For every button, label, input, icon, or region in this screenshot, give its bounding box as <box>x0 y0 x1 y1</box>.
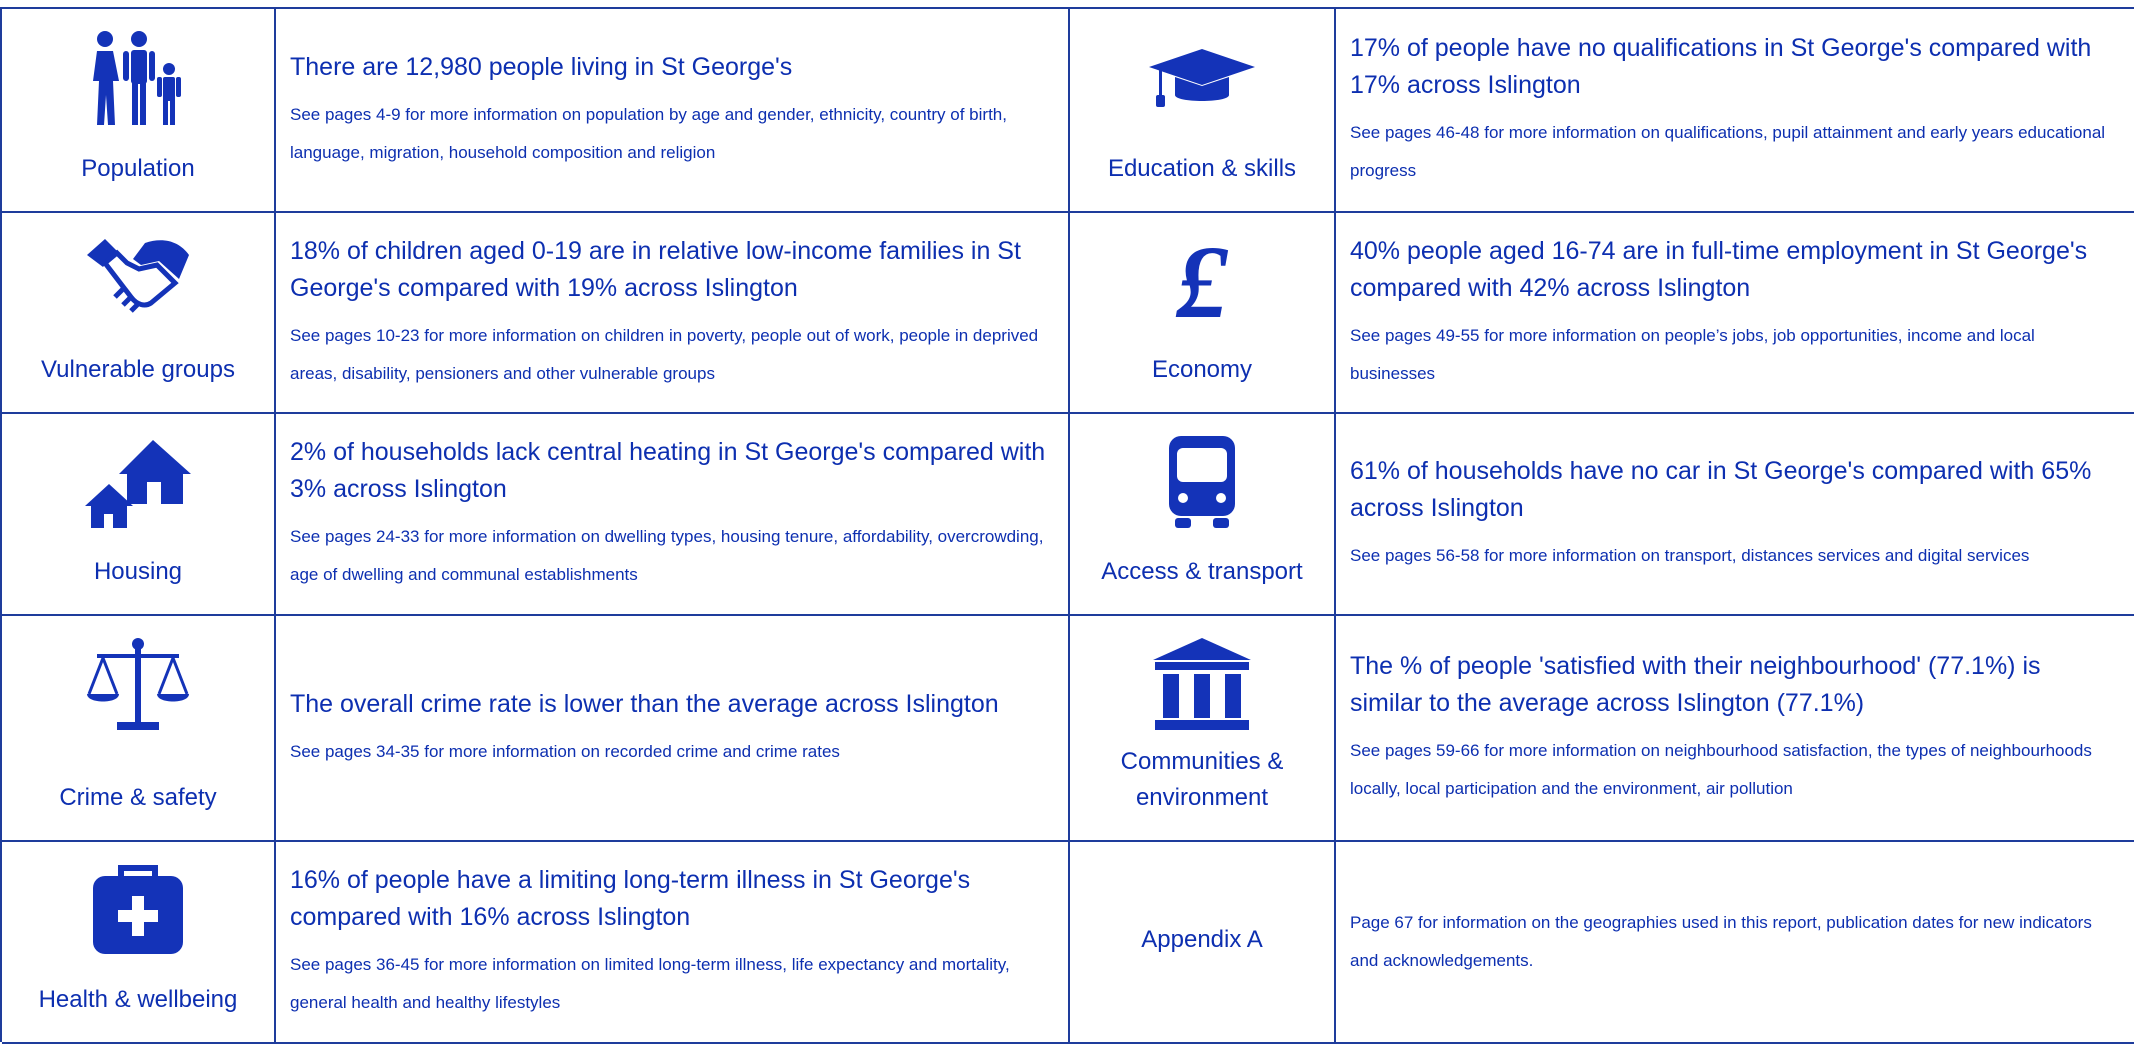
headline: There are 12,980 people living in St Geo… <box>290 52 793 81</box>
detail: See pages 46-48 for more information on … <box>1350 123 2106 180</box>
topic-cell: Appendix A <box>1070 842 1336 1044</box>
headline: 18% of children aged 0-19 are in relativ… <box>290 236 1021 302</box>
pound-icon: £ <box>1175 233 1229 329</box>
detail: See pages 56-58 for more information on … <box>1350 546 2030 565</box>
topic-label: Crime & safety <box>59 784 217 811</box>
topic-cell: Crime & safety <box>2 616 276 842</box>
topic-cell: Access & transport <box>1070 414 1336 616</box>
education-icon <box>1149 49 1255 107</box>
topic-cell: Health & wellbeing <box>2 842 276 1044</box>
topic-text: 18% of children aged 0-19 are in relativ… <box>276 213 1070 414</box>
detail: See pages 10-23 for more information on … <box>290 325 1039 383</box>
population-icon <box>93 31 181 125</box>
svg-text:£: £ <box>1175 233 1229 329</box>
topic-cell: Population <box>2 9 276 213</box>
detail: See pages 59-66 for more information on … <box>1350 741 2092 798</box>
topic-text: 40% people aged 16-74 are in full-time e… <box>1336 213 2134 414</box>
detail: See pages 34-35 for more information on … <box>290 741 840 761</box>
topic-text: The overall crime rate is lower than the… <box>276 616 1070 842</box>
topic-text: 61% of households have no car in St Geor… <box>1336 414 2134 616</box>
detail: See pages 24-33 for more information on … <box>290 527 1044 584</box>
topic-label: Economy <box>1151 356 1253 383</box>
headline: 40% people aged 16-74 are in full-time e… <box>1350 236 2088 302</box>
topic-cell: Housing <box>2 414 276 616</box>
topic-text: 2% of households lack central heating in… <box>276 414 1070 616</box>
handshake-icon <box>87 239 189 313</box>
detail: See pages 36-45 for more information on … <box>290 955 1010 1012</box>
headline: 2% of households lack central heating in… <box>290 438 1046 503</box>
topic-label: Access & transport <box>1101 558 1303 585</box>
headline: 16% of people have a limiting long-term … <box>290 866 971 931</box>
topic-text: 16% of people have a limiting long-term … <box>276 842 1070 1044</box>
first-aid-icon <box>93 865 183 954</box>
building-icon <box>1153 638 1251 730</box>
topic-text: There are 12,980 people living in St Geo… <box>276 9 1070 213</box>
topic-label: Health & wellbeing <box>38 986 238 1013</box>
headline: The % of people 'satisfied with their ne… <box>1350 652 2041 717</box>
topic-text: 17% of people have no qualifications in … <box>1336 9 2134 213</box>
headline: 61% of households have no car in St Geor… <box>1350 457 2092 522</box>
scales-icon <box>87 638 189 730</box>
bus-icon <box>1169 436 1235 528</box>
topic-label: Appendix A <box>1141 926 1263 953</box>
topic-cell: Vulnerable groups <box>2 213 276 414</box>
topic-label: Education & skills <box>1107 155 1297 182</box>
summary-grid: Population There are 12,980 people livin… <box>0 7 2134 1044</box>
topic-cell: Education & skills <box>1070 9 1336 213</box>
topic-label: Communities & environment <box>1120 748 1284 811</box>
headline: The overall crime rate is lower than the… <box>290 689 999 718</box>
topic-text: The % of people 'satisfied with their ne… <box>1336 616 2134 842</box>
topic-label: Population <box>81 155 195 182</box>
detail: See pages 4-9 for more information on po… <box>290 104 1007 162</box>
detail: See pages 49-55 for more information on … <box>1350 325 2035 383</box>
housing-icon <box>85 440 191 528</box>
topic-label: Vulnerable groups <box>41 356 235 383</box>
topic-cell: £ Economy <box>1070 213 1336 414</box>
topic-text: Page 67 for information on the geographi… <box>1336 842 2134 1044</box>
topic-cell: Communities & environment <box>1070 616 1336 842</box>
topic-label: Housing <box>93 558 183 585</box>
headline: 17% of people have no qualifications in … <box>1350 34 2092 99</box>
detail: Page 67 for information on the geographi… <box>1350 913 2092 970</box>
